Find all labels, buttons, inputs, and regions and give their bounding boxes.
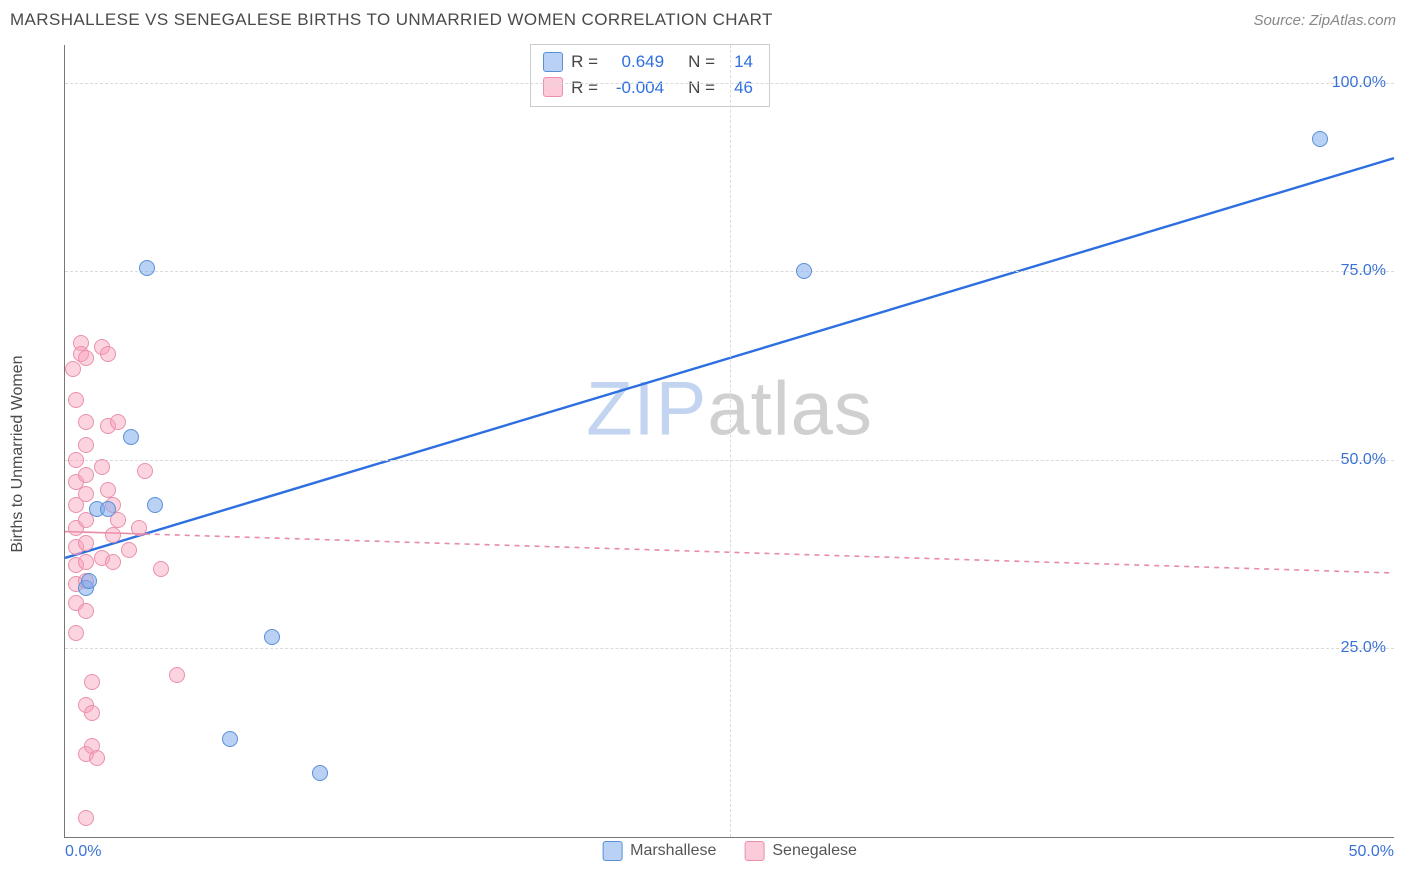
legend-bottom: Marshallese Senegalese xyxy=(602,841,857,861)
data-point-senegalese xyxy=(78,810,94,826)
legend-label-1: Senegalese xyxy=(772,842,857,860)
stats-N-value-0: 14 xyxy=(723,49,753,75)
chart-title: MARSHALLESE VS SENEGALESE BIRTHS TO UNMA… xyxy=(10,10,773,30)
data-point-senegalese xyxy=(94,459,110,475)
y-tick-label: 75.0% xyxy=(1341,262,1386,280)
stats-box: R = 0.649 N = 14 R = -0.004 N = 46 xyxy=(530,44,770,107)
stats-R-label: R = xyxy=(571,75,598,101)
source-label: Source: ZipAtlas.com xyxy=(1253,12,1396,29)
data-point-senegalese xyxy=(105,554,121,570)
data-point-marshallese xyxy=(147,497,163,513)
data-point-senegalese xyxy=(153,561,169,577)
data-point-senegalese xyxy=(68,625,84,641)
data-point-marshallese xyxy=(312,765,328,781)
data-point-marshallese xyxy=(81,573,97,589)
stats-N-label: N = xyxy=(688,49,715,75)
y-axis-label: Births to Unmarried Women xyxy=(9,355,27,552)
data-point-senegalese xyxy=(78,467,94,483)
data-point-senegalese xyxy=(137,463,153,479)
data-point-senegalese xyxy=(68,392,84,408)
data-point-senegalese xyxy=(78,437,94,453)
data-point-marshallese xyxy=(1312,131,1328,147)
stats-N-value-1: 46 xyxy=(723,75,753,101)
swatch-pink-icon xyxy=(744,841,764,861)
data-point-senegalese xyxy=(68,452,84,468)
data-point-senegalese xyxy=(78,535,94,551)
data-point-senegalese xyxy=(78,554,94,570)
data-point-senegalese xyxy=(65,361,81,377)
data-point-senegalese xyxy=(110,414,126,430)
swatch-pink-icon xyxy=(543,77,563,97)
stats-R-label: R = xyxy=(571,49,598,75)
data-point-marshallese xyxy=(123,429,139,445)
plot-area: ZIPatlas R = 0.649 N = 14 R = -0.004 N =… xyxy=(64,45,1394,838)
legend-label-0: Marshallese xyxy=(630,842,716,860)
data-point-senegalese xyxy=(78,603,94,619)
data-point-senegalese xyxy=(78,414,94,430)
data-point-marshallese xyxy=(222,731,238,747)
data-point-marshallese xyxy=(100,501,116,517)
stats-row-marshallese: R = 0.649 N = 14 xyxy=(543,49,753,75)
data-point-senegalese xyxy=(84,674,100,690)
legend-item-senegalese: Senegalese xyxy=(744,841,857,861)
stats-R-value-0: 0.649 xyxy=(606,49,664,75)
data-point-marshallese xyxy=(264,629,280,645)
y-tick-label: 100.0% xyxy=(1332,74,1386,92)
y-tick-label: 50.0% xyxy=(1341,451,1386,469)
x-tick-label: 0.0% xyxy=(65,843,101,861)
data-point-marshallese xyxy=(796,263,812,279)
swatch-blue-icon xyxy=(543,52,563,72)
stats-R-value-1: -0.004 xyxy=(606,75,664,101)
data-point-senegalese xyxy=(131,520,147,536)
gridline-v xyxy=(730,45,731,837)
x-tick-label: 50.0% xyxy=(1349,843,1394,861)
legend-item-marshallese: Marshallese xyxy=(602,841,716,861)
stats-N-label: N = xyxy=(688,75,715,101)
swatch-blue-icon xyxy=(602,841,622,861)
trend-line-senegalese-dashed xyxy=(145,534,1394,573)
data-point-senegalese xyxy=(84,705,100,721)
data-point-senegalese xyxy=(78,486,94,502)
y-tick-label: 25.0% xyxy=(1341,639,1386,657)
chart-header: MARSHALLESE VS SENEGALESE BIRTHS TO UNMA… xyxy=(10,6,1396,34)
data-point-senegalese xyxy=(89,750,105,766)
data-point-senegalese xyxy=(121,542,137,558)
plot-area-wrap: Births to Unmarried Women ZIPatlas R = 0… xyxy=(30,45,1394,862)
data-point-senegalese xyxy=(78,350,94,366)
data-point-senegalese xyxy=(169,667,185,683)
data-point-marshallese xyxy=(139,260,155,276)
data-point-senegalese xyxy=(105,527,121,543)
data-point-senegalese xyxy=(100,482,116,498)
stats-row-senegalese: R = -0.004 N = 46 xyxy=(543,75,753,101)
data-point-senegalese xyxy=(100,346,116,362)
